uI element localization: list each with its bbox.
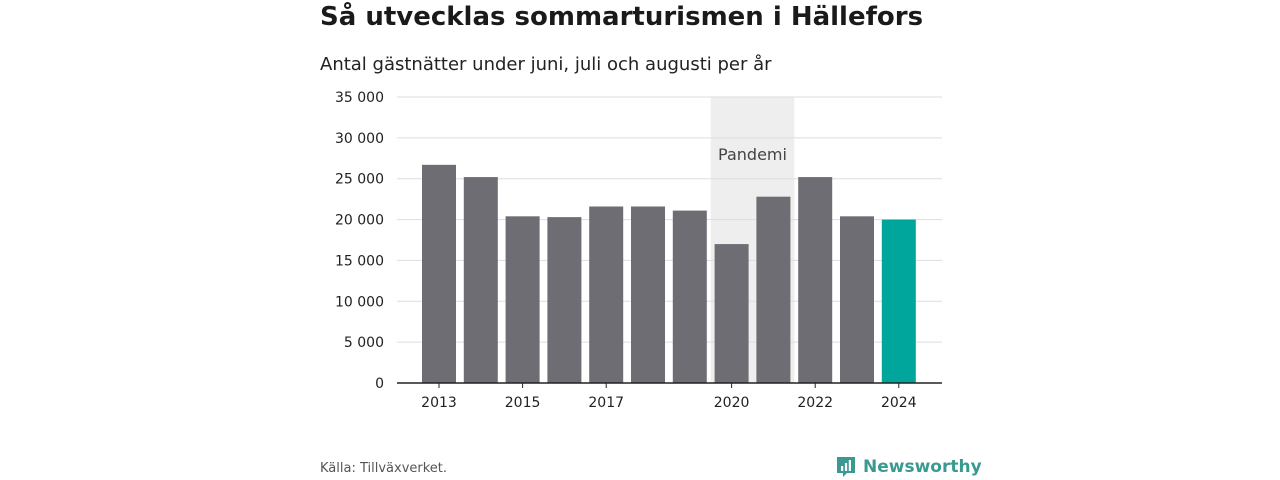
bar-2024 <box>881 219 916 383</box>
bar-2015 <box>505 216 540 383</box>
bar-2016 <box>547 217 582 383</box>
brand-name: Newsworthy <box>863 457 982 477</box>
x-tick-label: 2020 <box>714 395 750 411</box>
source-note: Källa: Tillväxverket. <box>320 461 448 476</box>
bar-2023 <box>840 216 874 383</box>
newsworthy-logo: Newsworthy <box>835 455 982 479</box>
x-tick-label: 2013 <box>421 395 457 411</box>
bar-2013 <box>422 164 456 383</box>
bar-2019 <box>672 210 707 383</box>
bar-2017 <box>589 206 624 383</box>
y-tick-label: 35 000 <box>335 90 384 106</box>
bar-2021 <box>756 196 791 383</box>
x-tick-label: 2017 <box>588 395 624 411</box>
y-tick-label: 0 <box>375 376 384 392</box>
x-tick-label: 2015 <box>505 395 541 411</box>
x-tick-label: 2024 <box>881 395 917 411</box>
bar-2014 <box>463 177 498 383</box>
pandemic-label: Pandemi <box>718 145 787 164</box>
x-tick-label: 2022 <box>797 395 833 411</box>
bar-2020 <box>714 244 749 383</box>
y-tick-label: 20 000 <box>335 213 384 229</box>
bar-2018 <box>631 206 665 383</box>
y-tick-label: 25 000 <box>335 172 384 188</box>
y-tick-label: 15 000 <box>335 253 384 269</box>
y-tick-label: 5 000 <box>344 335 384 351</box>
y-tick-label: 30 000 <box>335 131 384 147</box>
y-tick-label: 10 000 <box>335 294 384 310</box>
bar-2022 <box>798 177 833 383</box>
chart-title: Så utvecklas sommarturismen i Hällefors <box>320 2 924 32</box>
bar-chart-icon <box>837 457 855 477</box>
chart-subtitle: Antal gästnätter under juni, juli och au… <box>320 54 772 75</box>
